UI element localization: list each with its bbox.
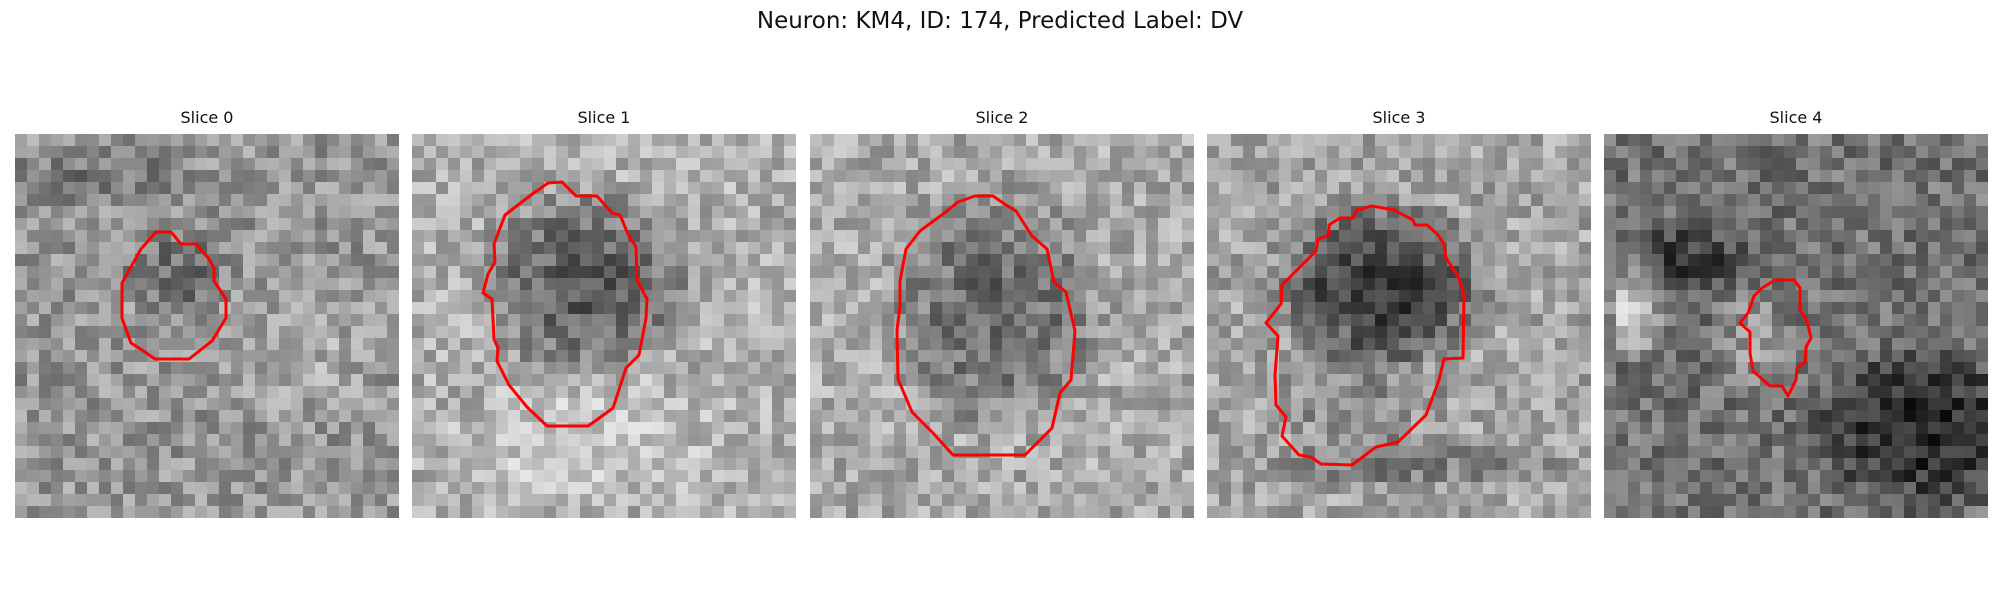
slice-panel-4: Slice 4 xyxy=(1604,108,1988,524)
slice-image-4 xyxy=(1604,134,1988,518)
cell-contour-2 xyxy=(895,194,1077,457)
figure-title: Neuron: KM4, ID: 174, Predicted Label: D… xyxy=(756,8,1244,34)
slice-panel-0: Slice 0 xyxy=(15,108,399,524)
pixel-grid-3 xyxy=(1207,134,1591,518)
slice-image-2 xyxy=(810,134,1194,518)
slice-panel-3: Slice 3 xyxy=(1207,108,1591,524)
pixel-grid-1 xyxy=(412,134,796,518)
slice-title-3: Slice 3 xyxy=(1372,108,1426,127)
slice-panel-1: Slice 1 xyxy=(412,108,796,524)
pixel-grid-0 xyxy=(15,134,399,518)
slice-title-0: Slice 0 xyxy=(180,108,234,127)
slice-image-0 xyxy=(15,134,399,518)
slice-image-3 xyxy=(1207,134,1591,518)
cell-contour-1 xyxy=(481,180,649,428)
slice-image-1 xyxy=(412,134,796,518)
cell-contour-4 xyxy=(1738,278,1813,398)
slice-title-2: Slice 2 xyxy=(975,108,1029,127)
cell-contour-0 xyxy=(120,230,228,361)
slice-title-4: Slice 4 xyxy=(1769,108,1823,127)
pixel-grid-2 xyxy=(810,134,1194,518)
pixel-grid-4 xyxy=(1604,134,1988,518)
slice-panel-2: Slice 2 xyxy=(810,108,1194,524)
cell-contour-3 xyxy=(1264,204,1466,467)
slice-title-1: Slice 1 xyxy=(577,108,631,127)
